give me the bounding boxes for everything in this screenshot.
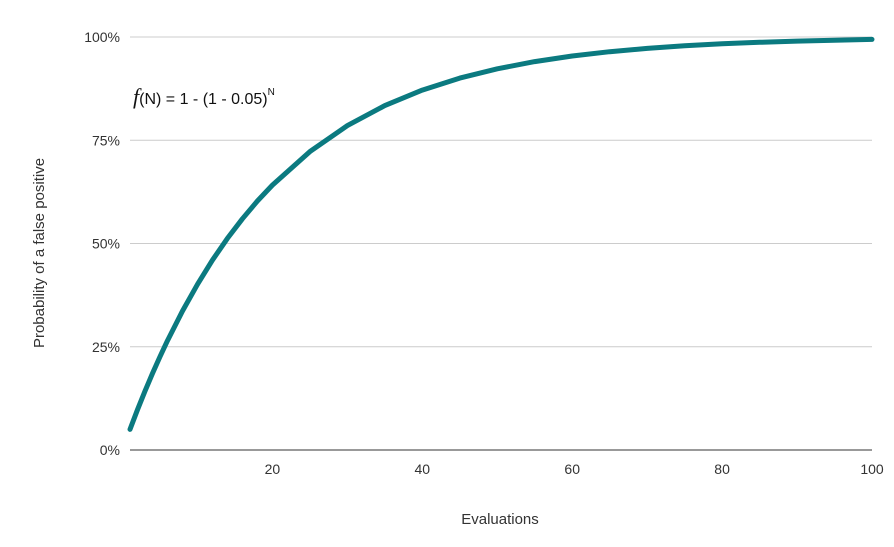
series-lines bbox=[127, 36, 875, 432]
y-tick-label: 0% bbox=[100, 442, 120, 458]
formula-function-symbol: f bbox=[133, 84, 140, 109]
formula-exponent: N bbox=[267, 87, 275, 98]
x-axis-title: Evaluations bbox=[461, 511, 539, 528]
formula-text: (N) = 1 - (1 - 0.05) bbox=[139, 91, 268, 108]
y-tick-label: 25% bbox=[92, 339, 120, 355]
y-axis-tick-labels: 0% 25% 50% 75% 100% bbox=[84, 29, 120, 458]
x-tick-label: 80 bbox=[714, 461, 730, 477]
x-axis-tick-labels: 20 40 60 80 100 bbox=[265, 461, 884, 477]
x-tick-label: 60 bbox=[564, 461, 580, 477]
y-tick-label: 75% bbox=[92, 132, 120, 148]
series-line bbox=[127, 36, 875, 432]
x-tick-label: 100 bbox=[860, 461, 884, 477]
formula-annotation: f(N) = 1 - (1 - 0.05)N bbox=[133, 84, 275, 110]
y-tick-label: 100% bbox=[84, 29, 120, 45]
y-axis-title: Probability of a false positive bbox=[31, 158, 48, 348]
gridlines bbox=[130, 36, 872, 451]
x-tick-label: 20 bbox=[265, 461, 281, 477]
x-tick-label: 40 bbox=[415, 461, 431, 477]
y-tick-label: 50% bbox=[92, 236, 120, 252]
